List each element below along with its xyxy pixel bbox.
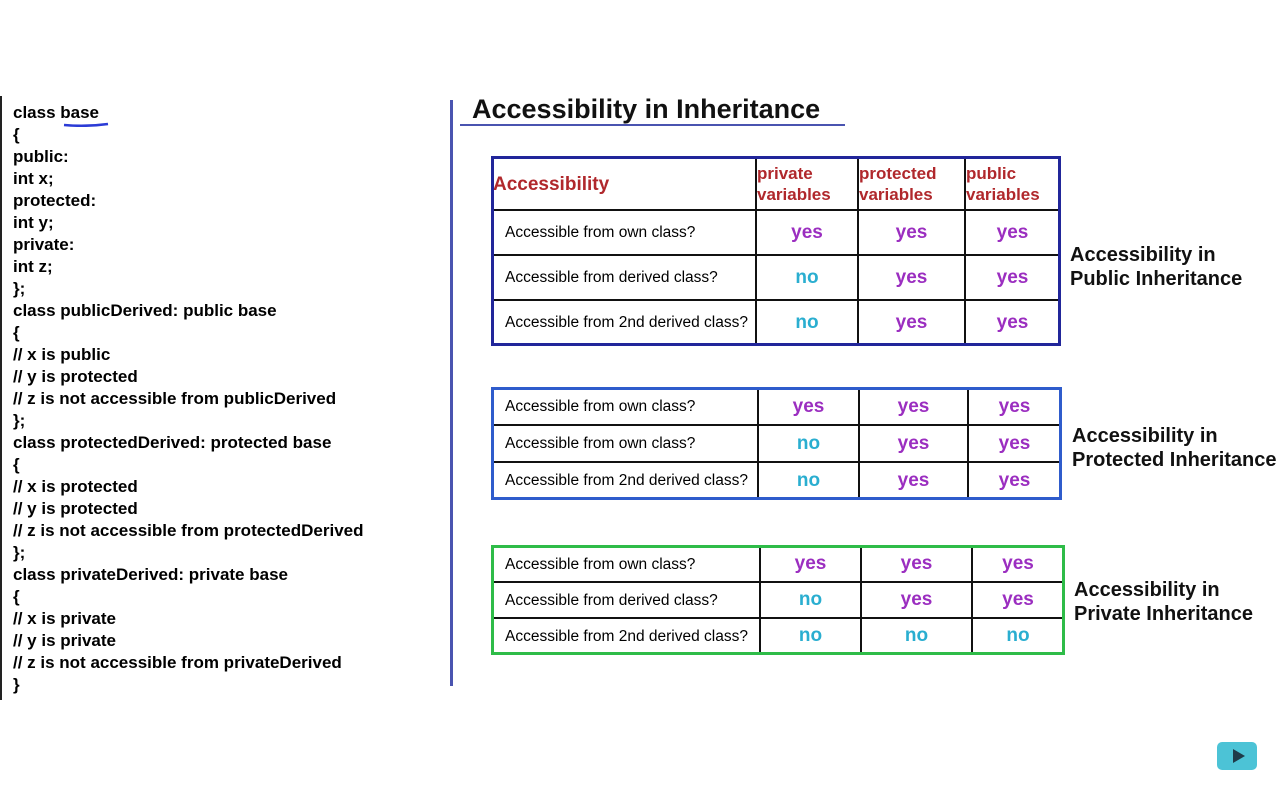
code-line: // x is protected [13,477,138,496]
table-row: Accessible from own class? yes yes yes [491,545,1065,583]
code-line: // y is protected [13,367,138,386]
private-inheritance-table: Accessible from own class? yes yes yes Acces… [491,545,1065,655]
value-protected: yes [858,461,969,500]
value-protected: yes [857,209,966,256]
value-protected: yes [857,299,966,346]
value-public: yes [971,581,1065,619]
value-public: yes [967,424,1062,463]
code-line: public: [13,147,69,166]
label-line: Accessibility in [1074,579,1220,601]
code-line: class publicDerived: public base [13,301,277,320]
label-line: Accessibility in [1070,244,1216,266]
value-private: no [759,617,862,655]
value-protected: yes [857,254,966,301]
table-row: Accessible from derived class? no yes yes [491,581,1065,619]
header-private: private variables [755,156,859,211]
row-question: Accessible from 2nd derived class? [491,461,759,500]
value-private: no [757,424,860,463]
code-line: int y; [13,213,54,232]
table-row: Accessible from derived class? no yes yes [491,254,1061,301]
table-row: Accessible from 2nd derived class? no yes y… [491,299,1061,346]
value-public: yes [971,545,1065,583]
row-question: Accessible from derived class? [491,581,761,619]
value-private: no [755,299,859,346]
play-button[interactable] [1217,742,1257,770]
label-line: Private Inheritance [1074,603,1253,625]
value-private: yes [757,387,860,426]
left-edge-rule [0,96,2,700]
code-line: // z is not accessible from protectedDer… [13,521,364,540]
code-line: { [13,587,20,606]
page-title: Accessibility in Inheritance [472,94,821,124]
code-listing: class base { public: int x; protected: int y;… [13,102,364,696]
header-accessibility: Accessibility [491,156,757,211]
code-line: { [13,125,20,144]
code-line: // x is public [13,345,111,364]
code-line: }; [13,411,26,430]
public-inheritance-label: Accessibility in Public Inheritance [1070,243,1242,291]
value-public: no [971,617,1065,655]
code-line: class privateDerived: private base [13,565,288,584]
table-row: Accessible from 2nd derived class? no yes y… [491,461,1062,500]
value-private: no [759,581,862,619]
value-public: yes [967,387,1062,426]
row-question: Accessible from 2nd derived class? [491,617,761,655]
value-public: yes [967,461,1062,500]
public-inheritance-table: Accessibility private variables protecte… [491,156,1061,346]
code-line: } [13,675,20,694]
value-public: yes [964,299,1061,346]
vertical-divider [450,100,453,686]
protected-inheritance-label: Accessibility in Protected Inheritance [1072,424,1277,472]
value-public: yes [964,209,1061,256]
table-row: Accessible from own class? no yes yes [491,424,1062,463]
row-question: Accessible from own class? [491,209,757,256]
header-public: public variables [964,156,1061,211]
code-line: class protectedDerived: protected base [13,433,332,452]
value-protected: yes [860,545,973,583]
row-question: Accessible from 2nd derived class? [491,299,757,346]
value-public: yes [964,254,1061,301]
code-line: { [13,323,20,342]
code-line: // y is private [13,631,116,650]
row-question: Accessible from own class? [491,424,759,463]
code-line: }; [13,279,26,298]
value-private: yes [759,545,862,583]
value-private: no [757,461,860,500]
code-line: // z is not accessible from publicDerive… [13,389,337,408]
label-line: Protected Inheritance [1072,449,1277,471]
play-icon [1232,749,1245,763]
code-line: int x; [13,169,54,188]
value-protected: yes [858,387,969,426]
value-protected: yes [860,581,973,619]
title-underline [460,124,845,126]
protected-inheritance-table: Accessible from own class? yes yes yes Acces… [491,387,1062,500]
code-line: private: [13,235,75,254]
table-row: Accessible from own class? yes yes yes [491,209,1061,256]
table-row: Accessible from 2nd derived class? no no no [491,617,1065,655]
base-underline-mark [63,122,109,127]
code-line: // y is protected [13,499,138,518]
code-line: protected: [13,191,97,210]
value-protected: yes [858,424,969,463]
code-line: }; [13,543,26,562]
code-line: int z; [13,257,53,276]
value-private: yes [755,209,859,256]
code-line: // x is private [13,609,116,628]
label-line: Public Inheritance [1070,268,1243,290]
table-row: Accessible from own class? yes yes yes [491,387,1062,426]
header-protected: protected variables [857,156,966,211]
row-question: Accessible from own class? [491,545,761,583]
code-line: class base [13,103,100,122]
label-line: Accessibility in [1072,425,1218,447]
value-protected: no [860,617,973,655]
code-line: { [13,455,20,474]
code-line: // z is not accessible from privateDeriv… [13,653,342,672]
value-private: no [755,254,859,301]
private-inheritance-label: Accessibility in Private Inheritance [1074,578,1253,626]
row-question: Accessible from own class? [491,387,759,426]
row-question: Accessible from derived class? [491,254,757,301]
